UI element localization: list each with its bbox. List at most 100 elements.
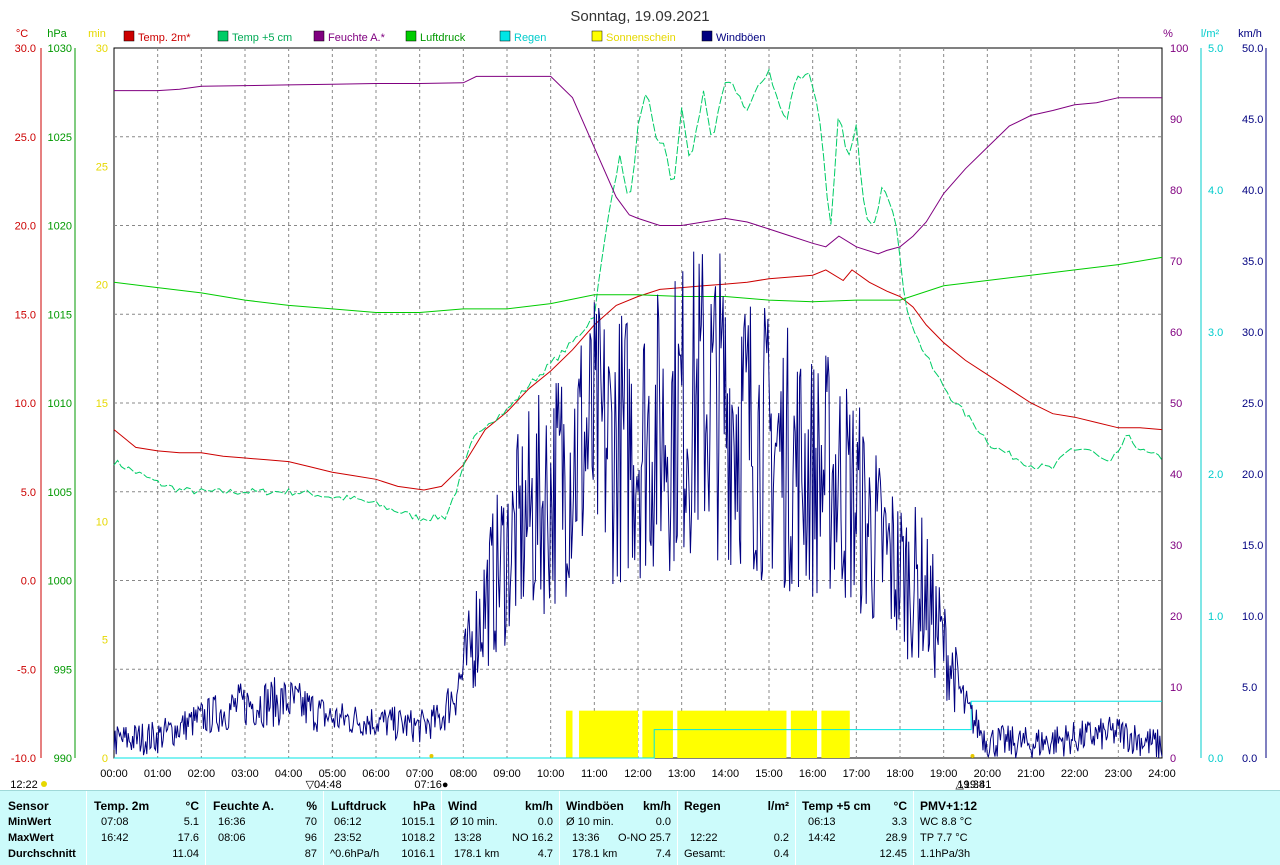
humidity-max-value: 96 <box>304 832 317 844</box>
humidity-tick: 30 <box>1170 540 1182 552</box>
time-marker: △19:41 <box>955 779 991 790</box>
temp5cm-unit: °C <box>893 799 907 813</box>
legend-swatch <box>217 30 229 42</box>
chart-title: Sonntag, 19.09.2021 <box>570 8 709 25</box>
humidity-tick: 100 <box>1170 43 1188 55</box>
pmv-header: PMV+1:12 <box>920 799 978 813</box>
series-line-temp5cm <box>113 68 1163 523</box>
humidity-unit: % <box>306 799 317 813</box>
sunshine-bar <box>642 710 673 758</box>
stats-humidity: Feuchte A. % 16:36 70 08:06 96 87 <box>206 791 324 865</box>
legend-swatch <box>701 30 713 42</box>
temp-tick: 5.0 <box>21 487 36 499</box>
pressure-tick: 1030 <box>48 43 72 55</box>
wind-tick: 25.0 <box>1242 398 1263 410</box>
rain-start-dot <box>41 781 47 787</box>
gusts-avg10-value: 0.0 <box>655 816 671 828</box>
wind-avg10-label: Ø 10 min. <box>450 816 498 828</box>
x-tick: 03:00 <box>231 768 259 780</box>
series-lines <box>113 68 1163 759</box>
temp5cm-min-time: 06:13 <box>808 816 836 828</box>
rain-tick: 2.0 <box>1208 469 1223 481</box>
pressure-max-value: 1018.2 <box>401 832 435 844</box>
legend-swatch <box>313 30 325 42</box>
legend-swatch <box>499 30 511 42</box>
stats-pmv: PMV+1:12 WC 8.8 °C TP 7.7 °C 1.1hPa/3h <box>914 791 1034 865</box>
temp-tick: 15.0 <box>15 309 36 321</box>
x-tick: 06:00 <box>362 768 390 780</box>
x-tick: 04:00 <box>275 768 303 780</box>
temp2m-avg-value: 11.04 <box>172 848 199 860</box>
series-line-rain <box>114 700 1162 759</box>
humidity-tick: 70 <box>1170 256 1182 268</box>
humidity-max-time: 08:06 <box>218 832 246 844</box>
pressure-header: Luftdruck <box>331 799 387 813</box>
temp-tick: -5.0 <box>17 664 36 676</box>
x-tick: 18:00 <box>886 768 914 780</box>
pressure-avg-value: 1016.1 <box>401 848 435 860</box>
x-tick: 22:00 <box>1061 768 1089 780</box>
x-tick: 23:00 <box>1105 768 1133 780</box>
x-tick: 11:00 <box>581 768 608 780</box>
x-tick: 08:00 <box>450 768 478 780</box>
time-marker: ▽04:48 <box>306 779 342 790</box>
temp5cm-header: Temp +5 cm <box>802 799 871 813</box>
wind-header: Wind <box>448 799 478 813</box>
x-tick: 05:00 <box>319 768 347 780</box>
temp5cm-max-time: 14:42 <box>808 832 836 844</box>
pressure-trend: ^0.6hPa/h <box>330 848 380 860</box>
pressure-tick: 1015 <box>48 309 72 321</box>
pmv-pressure-trend: 1.1hPa/3h <box>920 848 971 860</box>
temp5cm-min-value: 3.3 <box>891 816 907 828</box>
pressure-tick: 1020 <box>48 221 72 233</box>
rain-total-label: Gesamt: <box>684 848 726 860</box>
legend-label: Temp. 2m* <box>138 32 191 44</box>
wind-max-time: 13:28 <box>454 832 482 844</box>
x-tick: 15:00 <box>755 768 783 780</box>
sunshine-tick: 0 <box>102 753 108 765</box>
sunrise-dot <box>429 754 434 758</box>
gusts-max-time: 13:36 <box>572 832 600 844</box>
x-tick: 12:00 <box>624 768 652 780</box>
series-line-temp2m <box>113 269 1163 491</box>
weather-chart: Sonntag, 19.09.2021 30.0 25.0 20.0 15.0 10.0… <box>10 8 1267 790</box>
wind-max-value: 16.2 <box>531 832 553 844</box>
chart-grid <box>113 47 1163 759</box>
temp2m-min-value: 5.1 <box>183 816 199 828</box>
x-tick: 14:00 <box>712 768 740 780</box>
humidity-header: Feuchte A. <box>213 799 274 813</box>
wind-tick: 20.0 <box>1242 469 1263 481</box>
sunshine-bar <box>579 710 638 758</box>
sunshine-bar <box>677 710 787 758</box>
wind-tick: 30.0 <box>1242 327 1263 339</box>
humidity-avg-value: 87 <box>304 848 317 860</box>
temp5cm-max-value: 28.9 <box>885 832 907 844</box>
x-tick: 09:00 <box>493 768 521 780</box>
legend-label: Luftdruck <box>420 32 466 44</box>
rain-axis-unit: l/m² <box>1201 28 1220 40</box>
temp2m-max-time: 16:42 <box>101 832 129 844</box>
temp-tick: -10.0 <box>11 753 36 765</box>
x-tick: 02:00 <box>188 768 216 780</box>
humidity-tick: 50 <box>1170 398 1182 410</box>
legend-label: Temp +5 cm <box>232 32 292 44</box>
temp2m-unit: °C <box>185 799 199 813</box>
pressure-min-value: 1015.1 <box>401 816 435 828</box>
pressure-tick: 1000 <box>48 576 72 588</box>
gusts-avg10-label: Ø 10 min. <box>566 816 614 828</box>
stats-row-labels: Sensor MinWert MaxWert Durchschnitt <box>0 791 87 865</box>
humidity-tick: 20 <box>1170 611 1182 623</box>
temp-tick: 30.0 <box>15 43 36 55</box>
rain-start-marker: 12:22 <box>10 779 38 790</box>
series-line-wind <box>113 251 1163 759</box>
pressure-tick: 1005 <box>48 487 72 499</box>
x-tick: 19:00 <box>930 768 958 780</box>
temp-axis-unit: °C <box>16 28 28 40</box>
wind-tick: 5.0 <box>1242 682 1257 694</box>
x-tick: 21:00 <box>1017 768 1045 780</box>
pressure-unit: hPa <box>412 799 435 813</box>
rain-tick: 4.0 <box>1208 185 1223 197</box>
gusts-unit: km/h <box>642 799 671 813</box>
pressure-tick: 995 <box>54 664 72 676</box>
wind-tick: 40.0 <box>1242 185 1263 197</box>
